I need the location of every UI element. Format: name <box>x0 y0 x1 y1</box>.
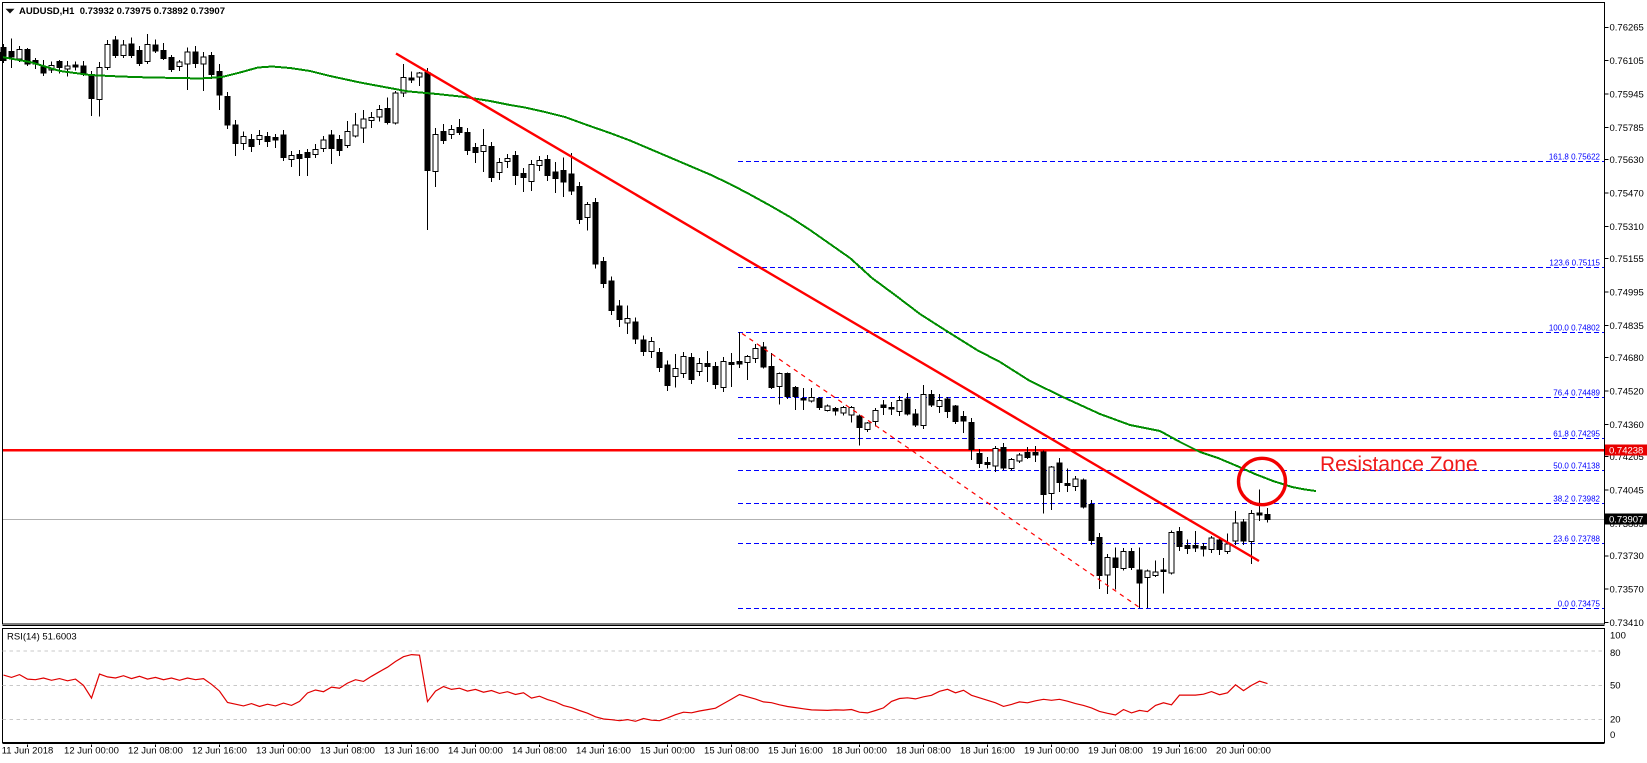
svg-text:0.75945: 0.75945 <box>1610 89 1644 100</box>
svg-text:0.74205: 0.74205 <box>1610 452 1644 463</box>
svg-text:15 Jun 08:00: 15 Jun 08:00 <box>704 746 759 757</box>
svg-text:19 Jun 08:00: 19 Jun 08:00 <box>1088 746 1143 757</box>
svg-text:0.73570: 0.73570 <box>1610 585 1644 596</box>
svg-text:11 Jun 2018: 11 Jun 2018 <box>2 746 54 757</box>
svg-text:0.75785: 0.75785 <box>1610 123 1644 134</box>
svg-text:38.2 0.73982: 38.2 0.73982 <box>1553 495 1600 504</box>
svg-text:0.76105: 0.76105 <box>1610 56 1644 67</box>
svg-text:0.0 0.73475: 0.0 0.73475 <box>1558 600 1601 609</box>
svg-text:0.74045: 0.74045 <box>1610 486 1644 497</box>
svg-text:0.73410: 0.73410 <box>1610 618 1644 629</box>
svg-text:14 Jun 08:00: 14 Jun 08:00 <box>512 746 567 757</box>
svg-text:19 Jun 16:00: 19 Jun 16:00 <box>1152 746 1207 757</box>
svg-text:AUDUSD,H1 0.73932 0.73975 0.7: AUDUSD,H1 0.73932 0.73975 0.73892 0.7390… <box>19 6 225 17</box>
svg-text:15 Jun 00:00: 15 Jun 00:00 <box>640 746 695 757</box>
svg-text:20: 20 <box>1610 714 1621 725</box>
svg-text:13 Jun 16:00: 13 Jun 16:00 <box>384 746 439 757</box>
svg-text:0.76265: 0.76265 <box>1610 23 1644 34</box>
svg-text:0.75310: 0.75310 <box>1610 222 1644 233</box>
svg-text:123.6 0.75115: 123.6 0.75115 <box>1549 259 1600 268</box>
svg-text:50: 50 <box>1610 680 1621 691</box>
svg-text:0.75155: 0.75155 <box>1610 254 1644 265</box>
svg-text:18 Jun 00:00: 18 Jun 00:00 <box>832 746 887 757</box>
svg-text:0.73730: 0.73730 <box>1610 551 1644 562</box>
svg-text:100: 100 <box>1610 630 1626 641</box>
svg-text:50.0 0.74138: 50.0 0.74138 <box>1553 462 1600 471</box>
svg-text:0.75470: 0.75470 <box>1610 188 1644 199</box>
svg-text:15 Jun 16:00: 15 Jun 16:00 <box>768 746 823 757</box>
svg-text:0: 0 <box>1610 730 1615 741</box>
svg-text:18 Jun 08:00: 18 Jun 08:00 <box>896 746 951 757</box>
svg-text:19 Jun 00:00: 19 Jun 00:00 <box>1024 746 1079 757</box>
svg-text:12 Jun 08:00: 12 Jun 08:00 <box>128 746 183 757</box>
svg-text:14 Jun 16:00: 14 Jun 16:00 <box>576 746 631 757</box>
svg-text:0.75630: 0.75630 <box>1610 155 1644 166</box>
svg-text:76.4 0.74489: 76.4 0.74489 <box>1553 389 1600 398</box>
svg-text:23.6 0.73788: 23.6 0.73788 <box>1553 535 1600 544</box>
svg-text:RSI(14) 51.6003: RSI(14) 51.6003 <box>7 632 77 643</box>
svg-text:161.8 0.75622: 161.8 0.75622 <box>1549 153 1601 162</box>
svg-text:18 Jun 16:00: 18 Jun 16:00 <box>960 746 1015 757</box>
svg-text:0.73907: 0.73907 <box>1609 515 1643 526</box>
svg-text:100.0 0.74802: 100.0 0.74802 <box>1549 324 1601 333</box>
svg-text:13 Jun 08:00: 13 Jun 08:00 <box>320 746 375 757</box>
svg-text:0.74680: 0.74680 <box>1610 353 1644 364</box>
svg-text:Resistance Zone: Resistance Zone <box>1320 453 1478 476</box>
svg-text:0.74835: 0.74835 <box>1610 321 1644 332</box>
svg-text:13 Jun 00:00: 13 Jun 00:00 <box>256 746 311 757</box>
svg-text:0.74995: 0.74995 <box>1610 288 1644 299</box>
svg-text:0.74360: 0.74360 <box>1610 420 1644 431</box>
svg-text:14 Jun 00:00: 14 Jun 00:00 <box>448 746 503 757</box>
svg-text:0.74520: 0.74520 <box>1610 387 1644 398</box>
svg-text:0.74238: 0.74238 <box>1609 445 1643 456</box>
svg-text:20 Jun 00:00: 20 Jun 00:00 <box>1216 746 1271 757</box>
svg-text:12 Jun 00:00: 12 Jun 00:00 <box>64 746 119 757</box>
svg-text:80: 80 <box>1610 648 1621 659</box>
svg-text:61.8 0.74295: 61.8 0.74295 <box>1553 430 1600 439</box>
svg-text:12 Jun 16:00: 12 Jun 16:00 <box>192 746 247 757</box>
